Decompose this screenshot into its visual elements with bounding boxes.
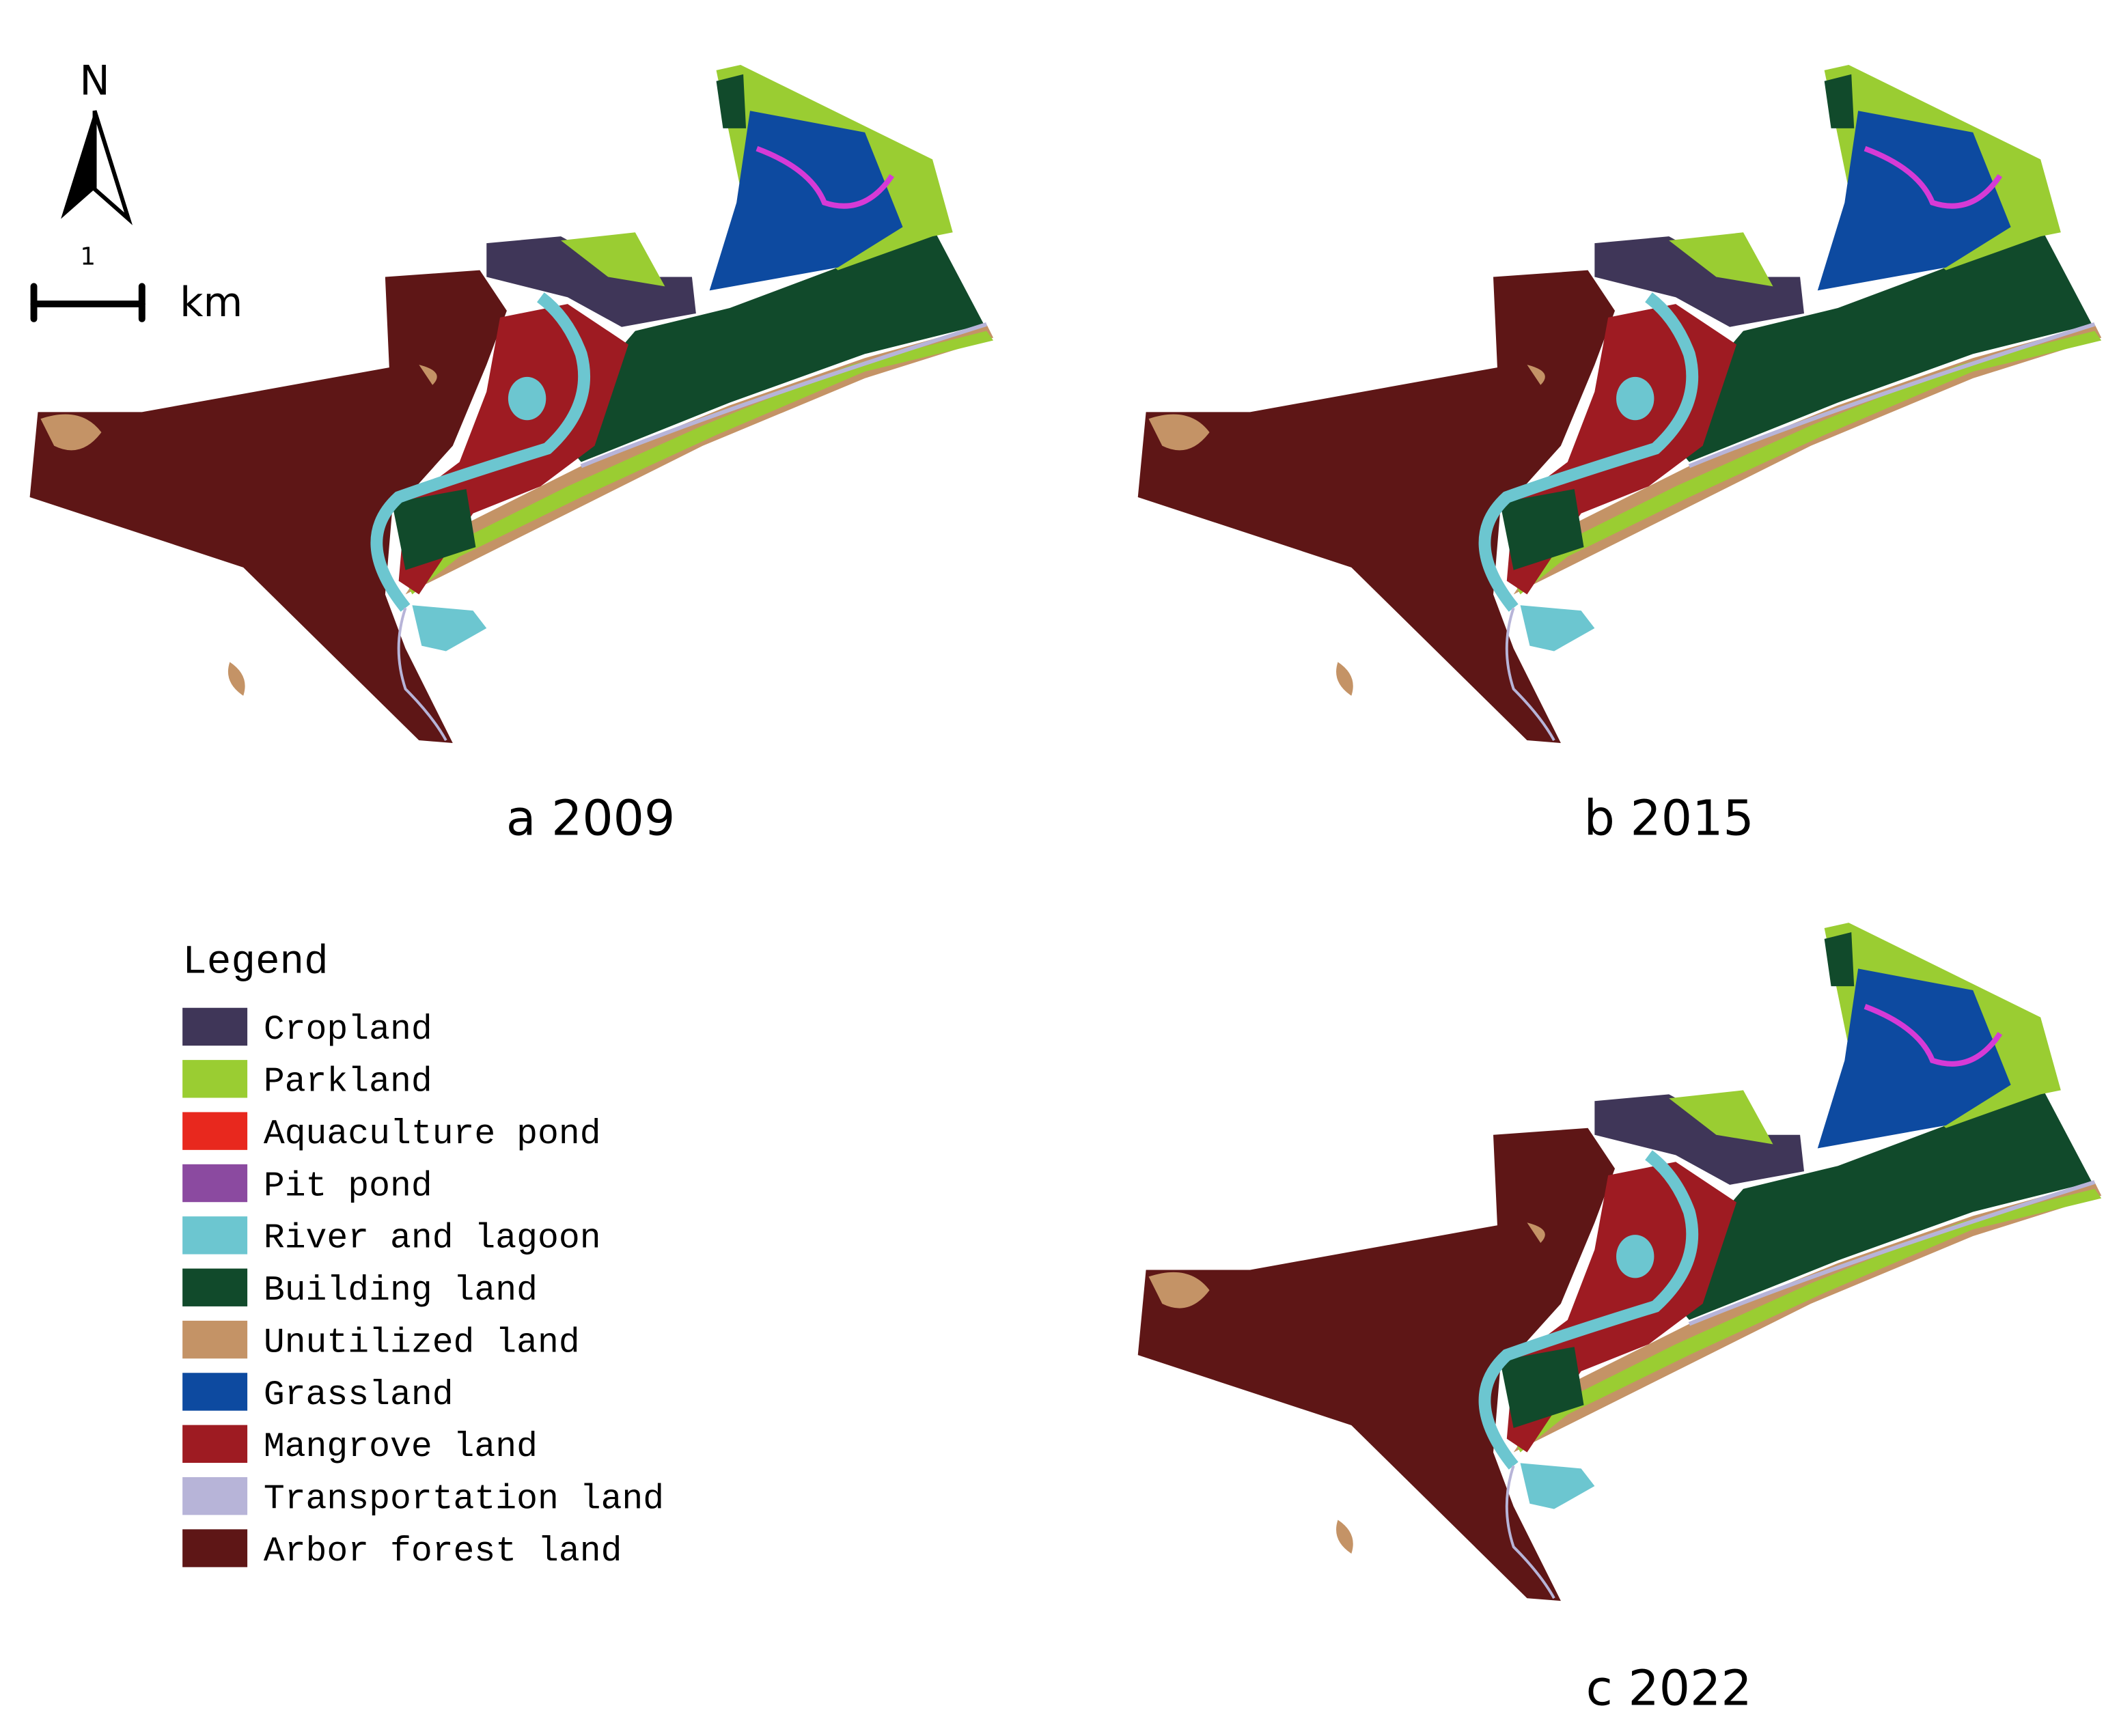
legend-label: Building land: [264, 1271, 538, 1311]
legend-swatch: [182, 1476, 248, 1515]
legend-swatch: [182, 1529, 248, 1567]
map-2009: [30, 65, 993, 743]
legend-label: Mangrove land: [264, 1427, 538, 1467]
legend-swatch: [182, 1268, 248, 1306]
legend-swatch: [182, 1060, 248, 1098]
north-arrow: [61, 110, 133, 225]
legend-label: Grassland: [264, 1375, 454, 1415]
legend-label: Cropland: [264, 1010, 432, 1050]
legend-label: Pit pond: [264, 1166, 432, 1206]
legend-label: Aquaculture pond: [264, 1115, 601, 1154]
map-2015: [1138, 65, 2101, 743]
legend: Cropland Parkland Aquaculture pond Pit pond…: [182, 1007, 664, 1571]
panel-caption: c 2022: [1586, 1660, 1752, 1717]
legend-swatch: [182, 1216, 248, 1255]
legend-label: River and lagoon: [264, 1219, 601, 1259]
legend-label: Parkland: [264, 1063, 432, 1102]
legend-swatch: [182, 1112, 248, 1150]
scale-bar: [30, 283, 146, 322]
panel-caption: a 2009: [506, 790, 675, 847]
legend-label: Transportation land: [264, 1479, 664, 1519]
legend-swatch: [182, 1164, 248, 1203]
legend-label: Arbor forest land: [264, 1532, 622, 1571]
scale-unit: km: [180, 279, 243, 326]
legend-swatch: [182, 1320, 248, 1359]
legend-swatch: [182, 1007, 248, 1046]
legend-swatch: [182, 1373, 248, 1411]
map-2022: [1138, 923, 2101, 1601]
legend-label: Unutilized land: [264, 1323, 580, 1362]
panel-caption: b 2015: [1584, 790, 1754, 847]
legend-title: Legend: [182, 939, 329, 985]
legend-swatch: [182, 1425, 248, 1464]
north-label: N: [79, 57, 109, 104]
scale-value: 1: [80, 243, 96, 271]
